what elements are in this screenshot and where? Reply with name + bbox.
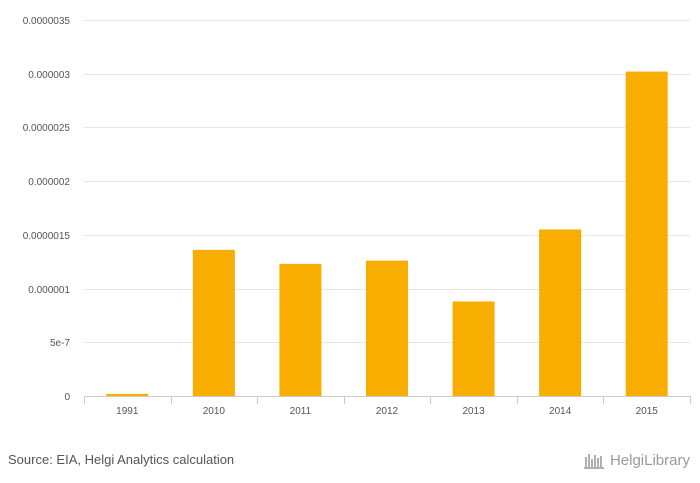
bar-1991[interactable]: [106, 393, 149, 396]
x-tick-label: 2014: [549, 406, 572, 417]
y-tick-label: 0.000002: [28, 177, 70, 188]
y-tick-label: 0.0000035: [23, 16, 71, 27]
library-icon: [583, 454, 604, 469]
bar-2013[interactable]: [452, 301, 495, 396]
brand-name: HelgiLibrary: [609, 451, 690, 469]
x-tick-label: 1991: [116, 406, 139, 417]
y-tick-label: 0.000003: [28, 70, 70, 81]
bar-2015[interactable]: [625, 71, 668, 397]
bar-2010[interactable]: [192, 249, 235, 396]
y-tick-label: 0: [64, 392, 70, 403]
brand-logo: HelgiLibrary: [583, 451, 690, 469]
gridlines: [84, 20, 690, 343]
source-note: Source: EIA, Helgi Analytics calculation: [8, 452, 235, 467]
y-tick-label: 0.0000025: [23, 123, 71, 134]
x-axis-ticks: 1991 2010 2011 2012 2013 2014 2015: [84, 396, 691, 417]
x-tick-label: 2013: [462, 406, 485, 417]
y-tick-label: 5e-7: [50, 338, 70, 349]
bar-2011[interactable]: [279, 263, 322, 396]
x-tick-label: 2011: [290, 406, 312, 417]
y-tick-label: 0.0000015: [23, 231, 71, 242]
bar-2012[interactable]: [366, 260, 408, 396]
bars: [106, 71, 668, 397]
x-tick-label: 2015: [636, 406, 659, 417]
y-axis-ticks: 0 5e-7 0.000001 0.0000015 0.000002 0.0000025 0…: [23, 16, 71, 403]
y-tick-label: 0.000001: [28, 285, 70, 296]
x-tick-label: 2010: [203, 406, 226, 417]
bar-2014[interactable]: [539, 229, 582, 396]
x-tick-label: 2012: [376, 406, 399, 417]
